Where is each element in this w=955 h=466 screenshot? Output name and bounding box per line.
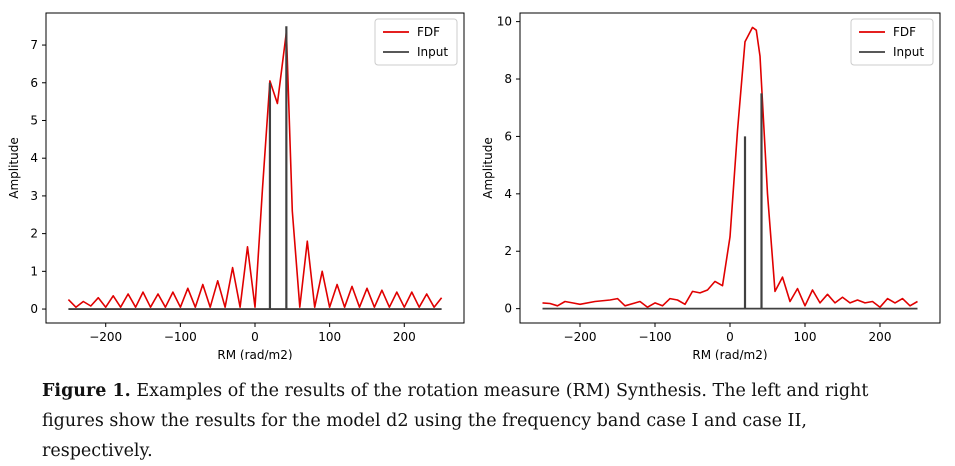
chart-right-legend-label: Input (893, 45, 924, 59)
chart-right-xtick-label: −200 (564, 330, 597, 344)
chart-right-ytick-label: 8 (504, 72, 512, 86)
chart-right-fdf-line (542, 26, 918, 309)
chart-left-xtick-label: 0 (251, 330, 259, 344)
chart-left-xlabel: RM (rad/m2) (217, 348, 292, 360)
caption-label: Figure 1. (42, 381, 131, 401)
chart-left-ylabel: Amplitude (7, 137, 21, 199)
chart-left-xtick-label: 200 (393, 330, 416, 344)
chart-left-xtick-label: 100 (318, 330, 341, 344)
chart-right-xtick-label: 200 (869, 330, 892, 344)
chart-right-ytick-label: 10 (497, 15, 512, 29)
chart-right-xtick-label: 0 (726, 330, 734, 344)
chart-right-ytick-label: 2 (504, 244, 512, 258)
chart-left-legend: FDF Input (374, 18, 458, 66)
chart-left-ytick-label: 7 (30, 38, 38, 52)
chart-left: −200 −100 0 100 200 0 1 2 3 4 5 6 7 RM (rad/m2) Amplit… (7, 12, 465, 360)
chart-right-ytick-label: 4 (504, 187, 512, 201)
chart-right-xtick-label: 100 (794, 330, 817, 344)
chart-left-legend-label: FDF (417, 25, 440, 39)
caption-text: Examples of the results of the rotation … (42, 381, 869, 461)
chart-left-ytick-label: 2 (30, 227, 38, 241)
chart-right-xtick-label: −100 (639, 330, 672, 344)
chart-left-legend-label: Input (417, 45, 448, 59)
chart-left-xtick-label: −200 (89, 330, 122, 344)
chart-left-ytick-label: 5 (30, 113, 38, 127)
chart-left-xtick-label: −100 (164, 330, 197, 344)
chart-left-ytick-label: 0 (30, 302, 38, 316)
chart-right-legend-box (850, 18, 934, 66)
chart-left-fdf-line (67, 31, 443, 309)
chart-left-ytick-label: 1 (30, 264, 38, 278)
chart-left-legend-box (374, 18, 458, 66)
chart-right-legend: FDF Input (850, 18, 934, 66)
chart-right-ytick-label: 0 (504, 302, 512, 316)
chart-left-ytick-label: 3 (30, 189, 38, 203)
chart-right-xlabel: RM (rad/m2) (692, 348, 767, 360)
figure-caption: Figure 1. Examples of the results of the… (42, 376, 922, 466)
chart-right-legend-label: FDF (893, 25, 916, 39)
chart-right: −200 −100 0 100 200 0 2 4 6 8 10 RM (rad/m2) Amplitu… (481, 12, 941, 360)
chart-right-ylabel: Amplitude (481, 137, 495, 199)
chart-right-ytick-label: 6 (504, 129, 512, 143)
chart-left-ytick-label: 4 (30, 151, 38, 165)
chart-left-ytick-label: 6 (30, 76, 38, 90)
